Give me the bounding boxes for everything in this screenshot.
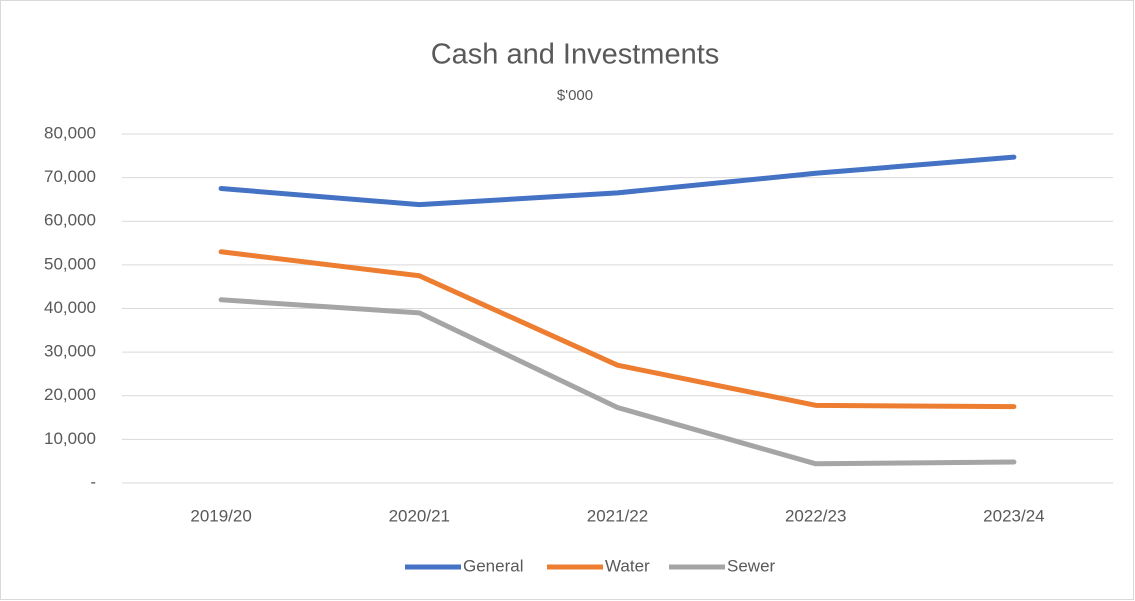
x-tick-label: 2020/21 xyxy=(389,506,450,525)
y-tick-label: 80,000 xyxy=(44,123,96,142)
y-tick-label: - xyxy=(90,472,96,491)
legend-label: Water xyxy=(605,556,650,575)
series-line xyxy=(218,297,1017,467)
legend-label: General xyxy=(463,556,523,575)
y-tick-label: 60,000 xyxy=(44,211,96,230)
legend-label: Sewer xyxy=(727,556,776,575)
series-line xyxy=(218,249,1017,410)
y-tick-label: 50,000 xyxy=(44,254,96,273)
y-tick-label: 40,000 xyxy=(44,298,96,317)
chart-subtitle: $'000 xyxy=(557,87,593,104)
x-tick-label: 2022/23 xyxy=(785,506,846,525)
chart-title: Cash and Investments xyxy=(431,39,720,71)
x-tick-label: 2023/24 xyxy=(983,506,1044,525)
y-tick-label: 30,000 xyxy=(44,342,96,361)
x-tick-label: 2021/22 xyxy=(587,506,648,525)
x-tick-label: 2019/20 xyxy=(190,506,251,525)
y-tick-label: 20,000 xyxy=(44,385,96,404)
y-tick-label: 10,000 xyxy=(44,429,96,448)
y-tick-label: 70,000 xyxy=(44,167,96,186)
series-line xyxy=(218,154,1017,208)
